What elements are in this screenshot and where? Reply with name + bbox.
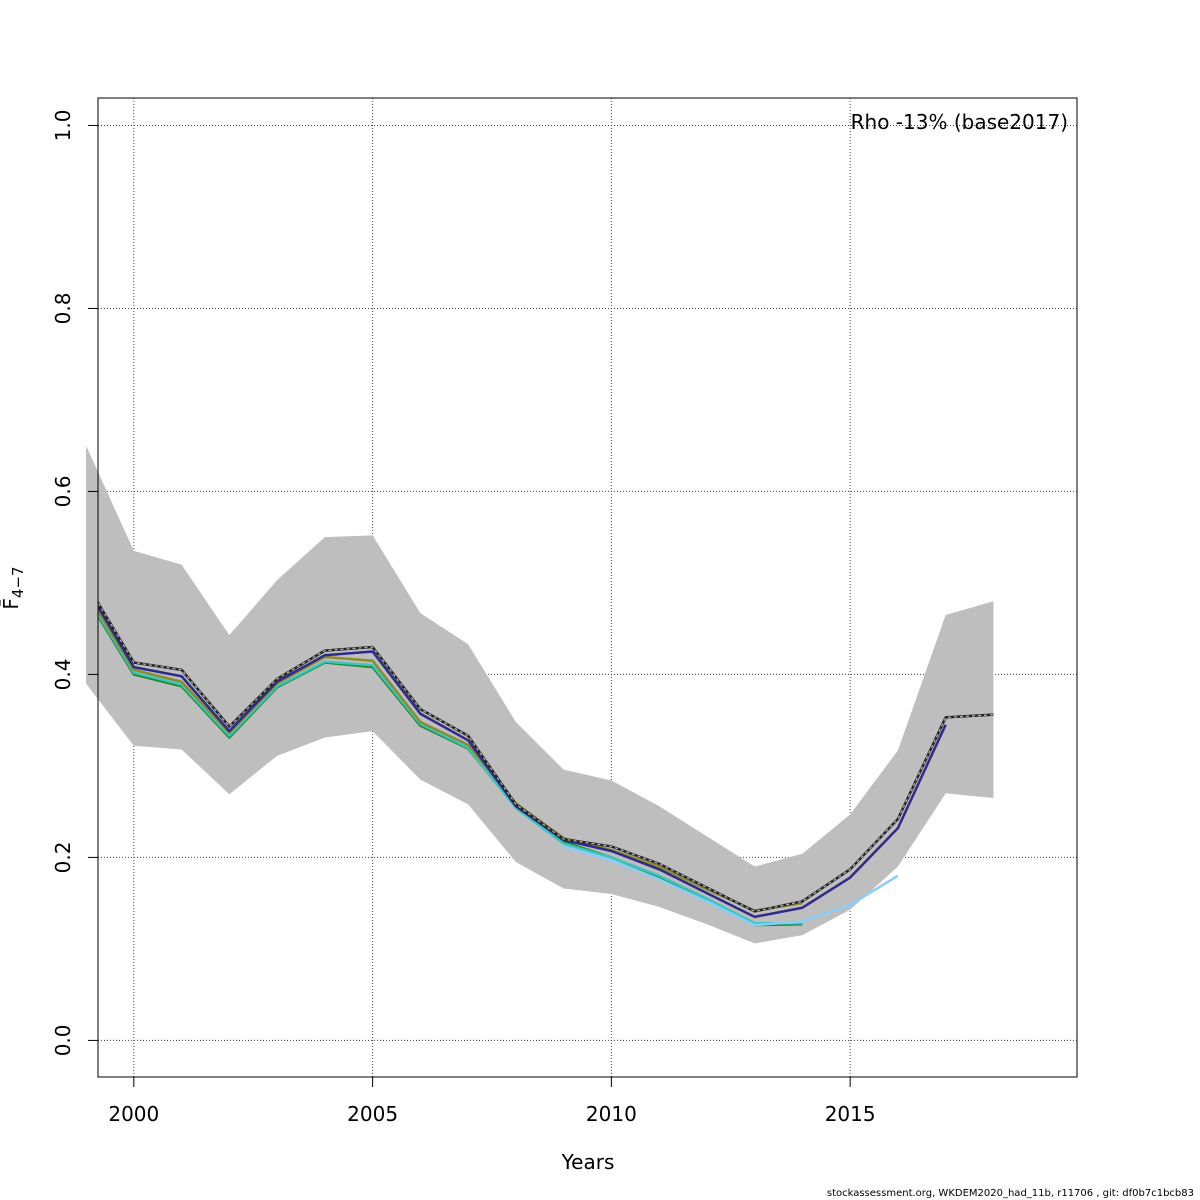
y-tick-label: 0.4 (51, 659, 75, 691)
series-line-dash-overlay (98, 601, 994, 913)
series-line (98, 604, 947, 919)
y-axis-title-main: F̄ (0, 598, 23, 610)
x-tick-label: 2010 (586, 1102, 637, 1126)
y-tick-label: 0.8 (51, 293, 75, 325)
grid-lines (98, 98, 1077, 1077)
x-tick-label: 2015 (825, 1102, 876, 1126)
x-tick-label: 2000 (108, 1102, 159, 1126)
y-axis: 0.0 0.2 0.4 0.6 0.8 1.0 (51, 110, 98, 1056)
rho-annotation: Rho -13% (base2017) (851, 110, 1068, 134)
footer-credit: stockassessment.org, WKDEM2020_had_11b, … (827, 1188, 1194, 1199)
y-tick-label: 0.2 (51, 842, 75, 874)
y-axis-title-subscript: 4−7 (9, 566, 27, 598)
series-line (98, 609, 803, 912)
x-axis: 2000 2005 2010 2015 (108, 1077, 876, 1126)
series-lines (98, 600, 994, 927)
series-line (98, 611, 803, 925)
x-tick-label: 2005 (347, 1102, 398, 1126)
y-tick-label: 0.6 (51, 476, 75, 508)
y-tick-label: 0.0 (51, 1024, 75, 1056)
y-axis-title: F̄4−7 (0, 566, 27, 609)
y-tick-label: 1.0 (51, 110, 75, 142)
plot-frame (97, 97, 1078, 1078)
confidence-band (86, 445, 994, 944)
series-line (563, 845, 899, 927)
svg-text:F̄4−7: F̄4−7 (0, 566, 27, 609)
confidence-band-group (86, 445, 994, 944)
x-axis-title: Years (561, 1150, 615, 1174)
